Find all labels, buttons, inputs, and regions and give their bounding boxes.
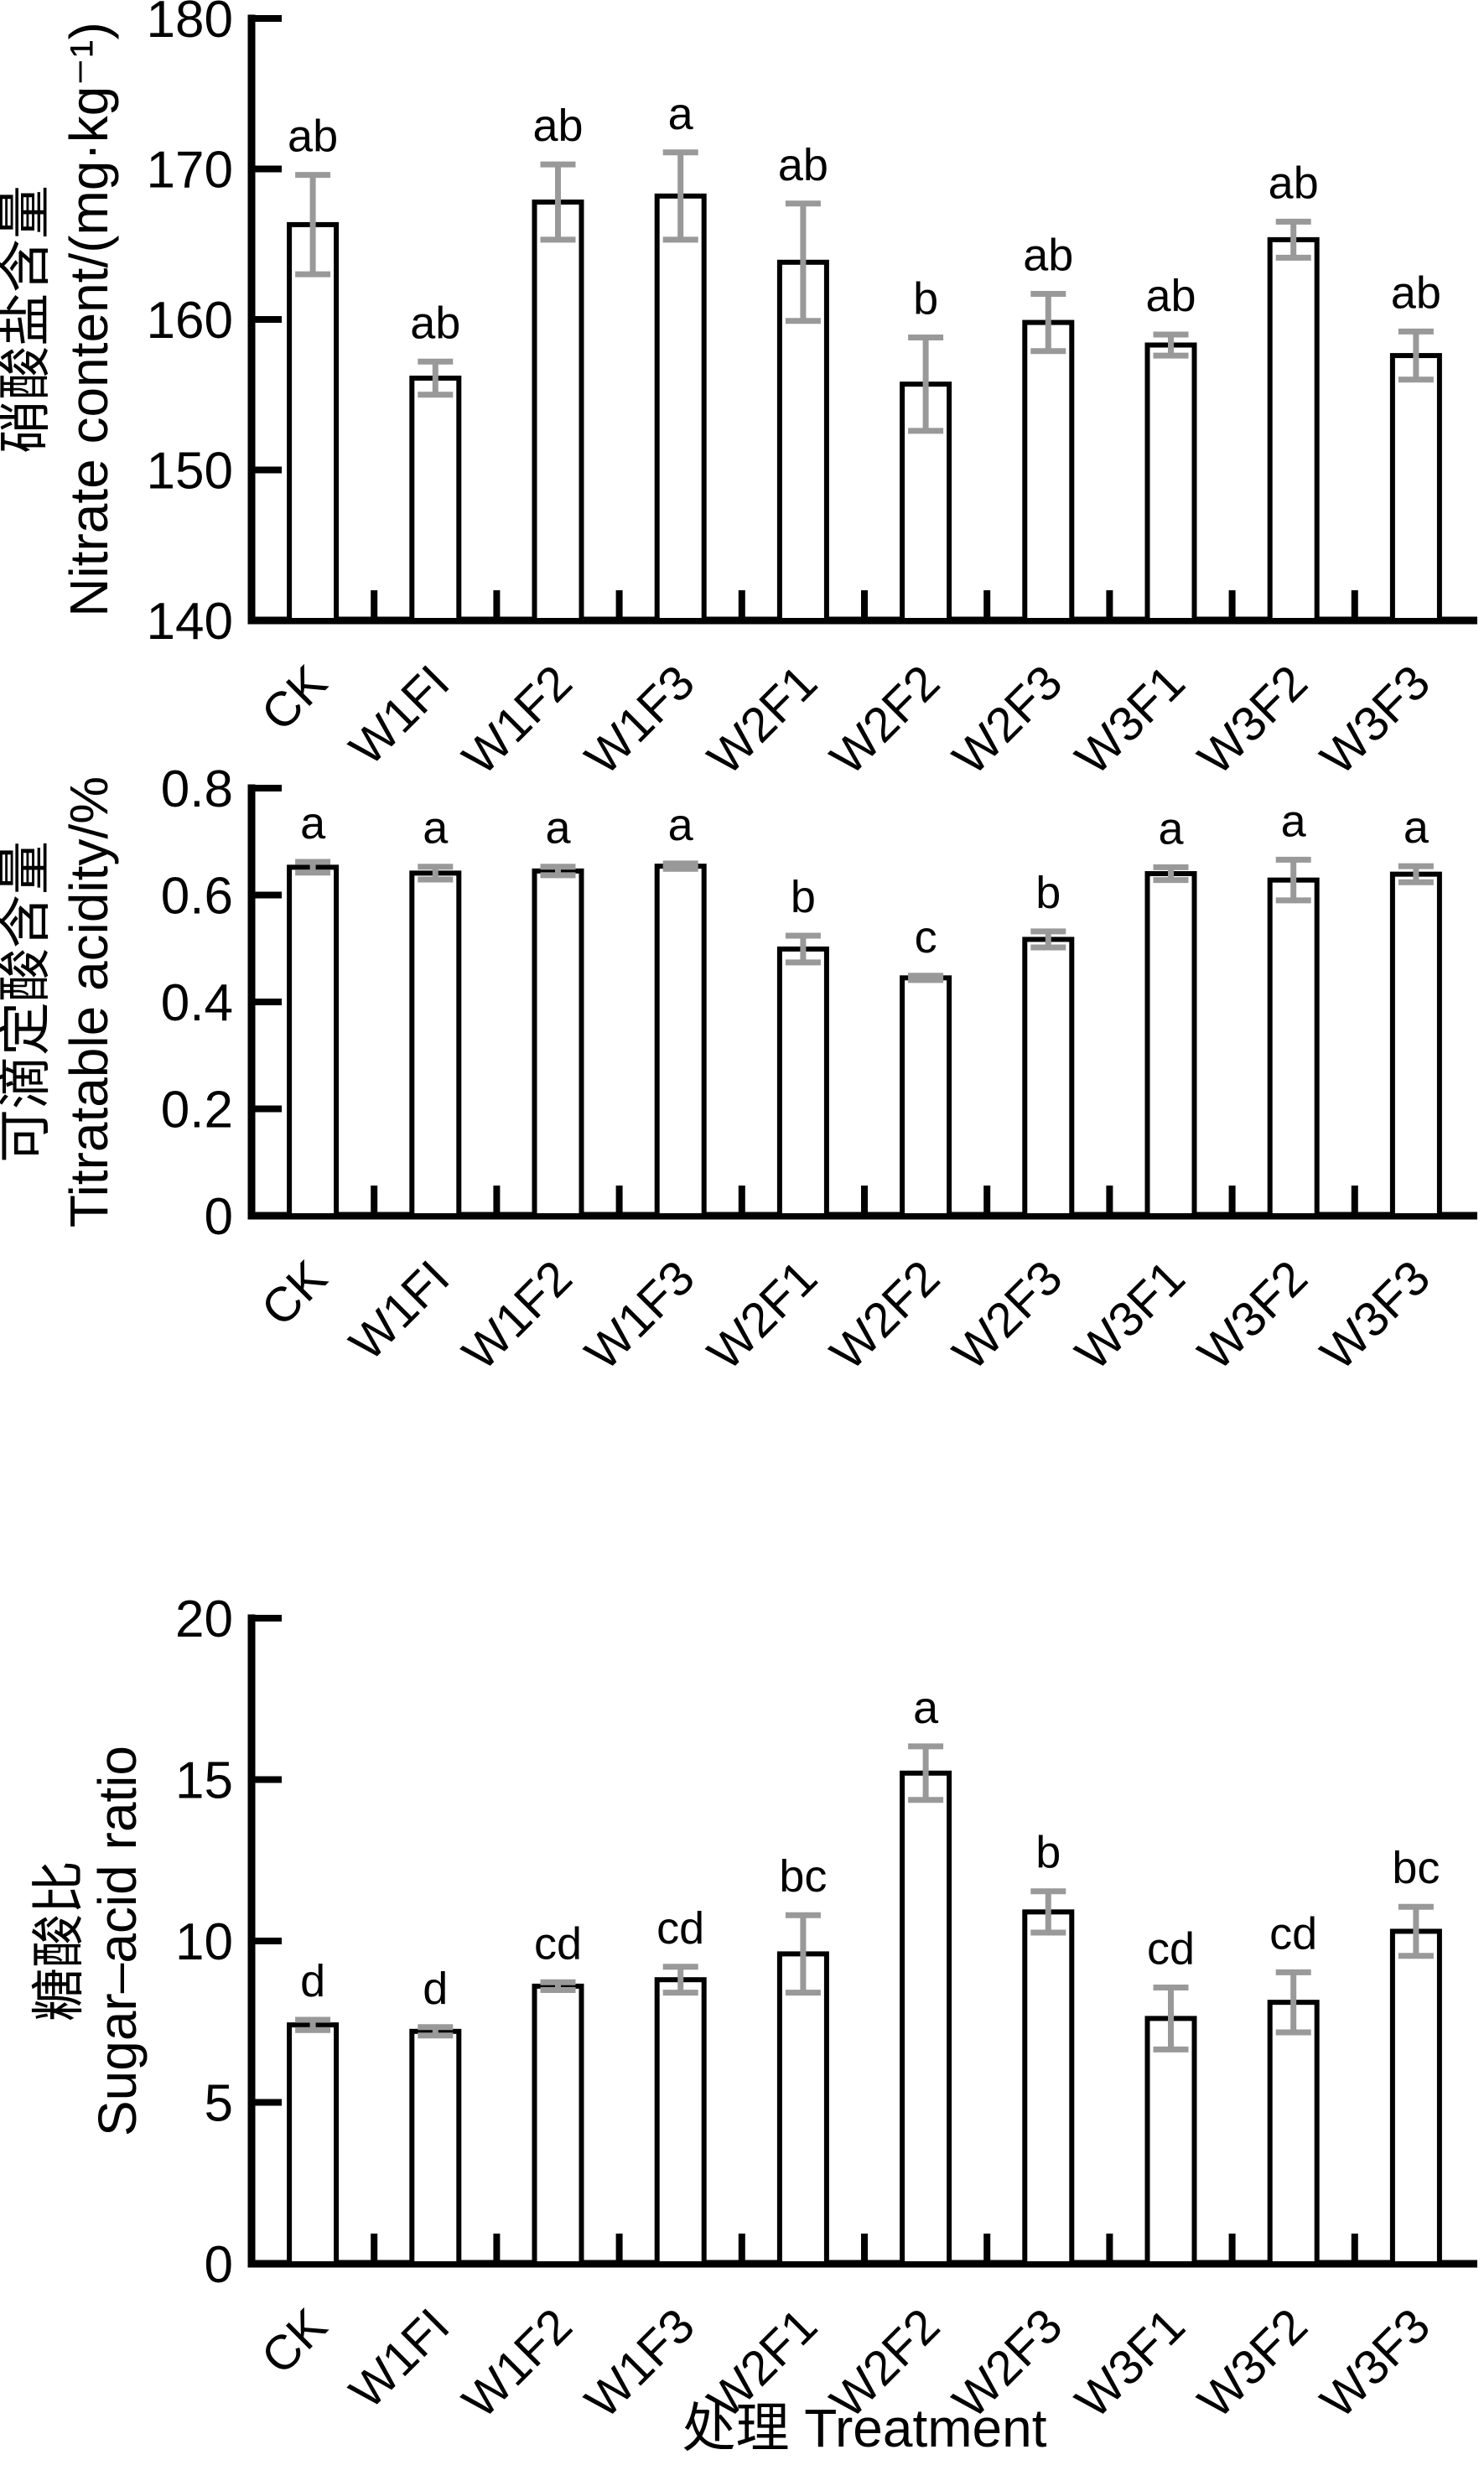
bar-W1F2 [532,868,584,1218]
significance-letter: cd [656,1903,704,1954]
significance-letter: a [668,89,694,139]
bar-CK [287,864,340,1218]
bar-W2F2 [900,975,952,1218]
bar-W1FI [409,870,462,1219]
significance-letter: a [1158,803,1184,854]
y-tick-label: 0.2 [161,1082,233,1139]
significance-letter: a [1404,802,1430,853]
significance-letter: ab [532,101,583,151]
bar-W3F2 [1267,236,1320,623]
bar-W1F3 [654,1977,707,2266]
significance-letter: cd [1269,1908,1317,1959]
bar-W1F2 [532,1983,584,2266]
bar-W3F2 [1267,877,1320,1219]
bar-W1FI [409,2028,462,2267]
y-tick-label: 5 [205,2075,233,2133]
significance-letter: ab [410,298,460,348]
y-tick-label: 170 [147,142,233,200]
bar-W3F1 [1144,871,1197,1218]
bar-W3F2 [1267,2000,1320,2266]
y-tick-label: 0.8 [161,760,233,818]
bar-W1F2 [532,199,584,624]
y-tick-label: 180 [147,0,233,49]
significance-letter: cd [534,1918,582,1969]
bar-W1F3 [654,864,707,1218]
y-tick-label: 15 [175,1752,233,1810]
significance-letter: ab [778,140,828,190]
significance-letter: b [791,872,816,922]
significance-letter: b [1035,868,1061,918]
bar-W3F3 [1389,353,1442,623]
y-tick-label: 0.4 [161,974,233,1032]
significance-letter: a [668,800,694,850]
y-axis-label-zh: 可滴定酸含量 [0,841,55,1163]
bar-W1F3 [654,193,707,623]
y-axis-label-en: Titratable acidity/% [59,776,119,1227]
significance-letter: d [423,1964,448,2014]
y-tick-label: 0.6 [161,868,233,926]
y-axis-label-en: Nitrate content/(mg·kg⁻¹) [59,22,119,617]
bar-W3F3 [1389,1928,1442,2266]
bar-W3F1 [1144,2016,1197,2266]
significance-letter: ab [288,112,338,162]
y-axis-label-zh: 硝酸盐含量 [0,185,55,454]
significance-letter: b [913,274,938,324]
significance-letter: bc [779,1851,827,1902]
significance-letter: cd [1147,1923,1195,1974]
bar-W3F1 [1144,342,1197,623]
y-tick-label: 140 [147,593,233,651]
bar-W2F3 [1022,937,1075,1218]
y-tick-label: 0 [205,2236,233,2294]
y-tick-label: 150 [147,443,233,501]
significance-letter: c [915,912,937,963]
significance-letter: a [423,803,449,854]
bar-CK [287,221,340,623]
x-axis-title: 处理 Treatment [682,2398,1046,2458]
significance-letter: ab [1391,267,1441,318]
significance-letter: d [300,1956,325,2006]
bar-W2F3 [1022,319,1075,623]
significance-letter: a [913,1683,939,1733]
significance-letter: a [545,803,571,854]
bar-W2F2 [900,1770,952,2267]
significance-letter: bc [1392,1843,1440,1893]
y-axis-label-en: Sugar–acid ratio [87,1746,148,2136]
bar-W2F3 [1022,1909,1075,2267]
bar-W3F3 [1389,871,1442,1218]
significance-letter: a [1281,796,1307,846]
bar-W1FI [409,376,462,623]
bar-CK [287,2022,340,2267]
significance-letter: ab [1023,230,1073,280]
y-tick-label: 10 [175,1913,233,1971]
y-axis-label-zh: 糖酸比 [29,1860,89,2021]
y-tick-label: 160 [147,292,233,350]
bar-W2F1 [776,946,829,1218]
y-tick-label: 0 [205,1188,233,1246]
significance-letter: b [1035,1828,1061,1878]
y-tick-label: 20 [175,1591,233,1648]
significance-letter: ab [1145,271,1196,321]
significance-letter: a [300,798,326,848]
significance-letter: ab [1269,158,1319,208]
bar-W2F1 [776,1951,829,2266]
